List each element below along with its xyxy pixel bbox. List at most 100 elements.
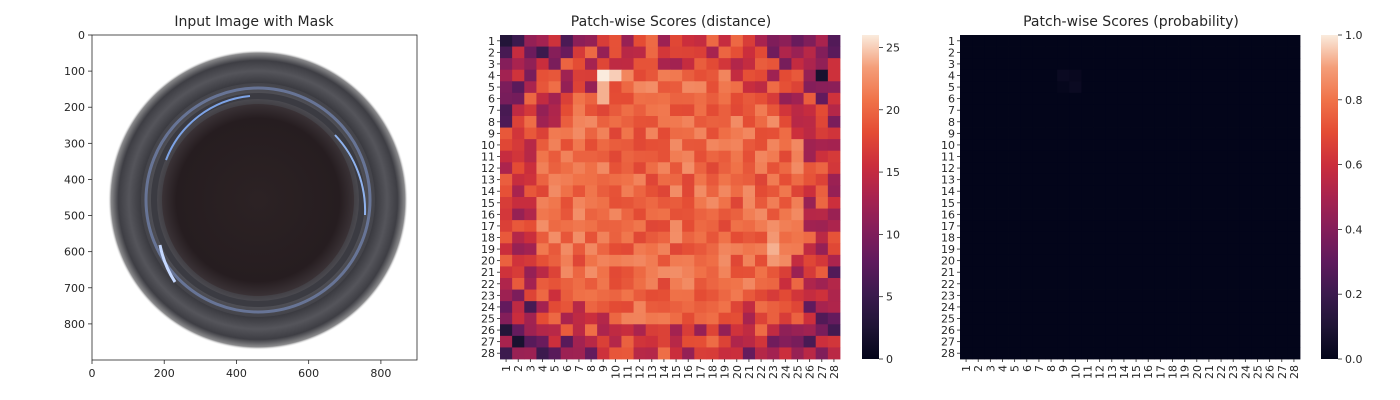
heatmap-cell bbox=[1093, 254, 1107, 267]
heatmap-cell bbox=[1190, 69, 1204, 82]
heatmap-cell bbox=[996, 278, 1009, 290]
heatmap-cell bbox=[609, 139, 622, 152]
heatmap-cell bbox=[706, 173, 719, 186]
heatmap-cell bbox=[1275, 347, 1289, 360]
heatmap-cell bbox=[706, 347, 719, 360]
heatmap-cell bbox=[597, 173, 610, 186]
heatmap-cell bbox=[803, 324, 817, 337]
heatmap-cell bbox=[1227, 81, 1240, 94]
heatmap-cell bbox=[1142, 231, 1155, 244]
heatmap-cell bbox=[585, 312, 598, 325]
heatmap-cell bbox=[585, 231, 598, 244]
heatmap-cell bbox=[1045, 324, 1058, 337]
heatmap-cell bbox=[633, 35, 647, 47]
heatmap-cell bbox=[1251, 197, 1264, 209]
heatmap-cell bbox=[1178, 92, 1192, 105]
heatmap-cell bbox=[1117, 324, 1131, 337]
heatmap-cell bbox=[1057, 231, 1070, 244]
heatmap-cell bbox=[1081, 92, 1094, 105]
heatmap-cell bbox=[1154, 197, 1167, 209]
heatmap-cell bbox=[1142, 116, 1155, 128]
heatmap-cell bbox=[803, 278, 817, 290]
heatmap-cell bbox=[1178, 197, 1192, 209]
heatmap-cell bbox=[706, 35, 719, 47]
heatmap-cell bbox=[1142, 173, 1155, 186]
heatmap-cell bbox=[597, 278, 610, 290]
heatmap-cell bbox=[512, 127, 525, 140]
heatmap-cell bbox=[779, 116, 792, 128]
heatmap-cell bbox=[1142, 35, 1155, 47]
heatmap-cell bbox=[1263, 58, 1277, 71]
heatmap-cell bbox=[1251, 139, 1264, 152]
heatmap-cell bbox=[742, 185, 756, 198]
heatmap-cell bbox=[996, 266, 1009, 279]
heatmap-cell bbox=[500, 220, 513, 233]
heatmap-cell bbox=[996, 243, 1009, 256]
heatmap-cell bbox=[512, 150, 525, 163]
heatmap-cell bbox=[1081, 150, 1094, 163]
heatmap-cell bbox=[1178, 289, 1192, 302]
heatmap-cell bbox=[1032, 231, 1046, 244]
heatmap-cell bbox=[972, 243, 985, 256]
y-tick-label: 19 bbox=[481, 243, 495, 256]
x-tick-label: 23 bbox=[767, 365, 780, 379]
heatmap-cell bbox=[500, 116, 513, 128]
heatmap-cell bbox=[1032, 254, 1046, 267]
heatmap-cell bbox=[803, 162, 817, 175]
heatmap-cell bbox=[791, 243, 804, 256]
heatmap-cell bbox=[779, 127, 792, 140]
heatmap-cell bbox=[1032, 162, 1046, 175]
heatmap-cell bbox=[572, 243, 586, 256]
heatmap-cell bbox=[512, 289, 525, 302]
heatmap-cell bbox=[512, 301, 525, 314]
heatmap-cell bbox=[706, 197, 719, 209]
heatmap-cell bbox=[718, 208, 732, 221]
x-tick-label: 16 bbox=[1142, 365, 1155, 379]
heatmap-cell bbox=[1166, 139, 1179, 152]
heatmap-cell bbox=[1190, 116, 1204, 128]
heatmap-cell bbox=[1105, 116, 1119, 128]
heatmap-cell bbox=[633, 173, 647, 186]
heatmap-cell bbox=[718, 69, 732, 82]
heatmap-cell bbox=[1093, 81, 1107, 94]
heatmap-cell bbox=[742, 254, 756, 267]
heatmap-cell bbox=[670, 301, 683, 314]
heatmap-cell bbox=[1202, 266, 1216, 279]
heatmap-cell bbox=[960, 150, 973, 163]
heatmap-cell bbox=[742, 127, 756, 140]
heatmap-cell bbox=[1057, 335, 1070, 348]
heatmap-cell bbox=[548, 289, 562, 302]
heatmap-cell bbox=[1275, 58, 1289, 71]
heatmap-cell bbox=[1057, 347, 1070, 360]
colorbar-tick-label: 0.6 bbox=[1345, 159, 1363, 172]
heatmap-cell bbox=[621, 104, 634, 117]
heatmap-cell bbox=[597, 312, 610, 325]
heatmap-cell bbox=[706, 278, 719, 290]
heatmap-cell bbox=[742, 278, 756, 290]
heatmap-cell bbox=[585, 139, 598, 152]
heatmap-cell bbox=[1069, 35, 1082, 47]
heatmap-cell bbox=[1130, 139, 1143, 152]
heatmap-cell bbox=[1202, 335, 1216, 348]
heatmap-cell bbox=[1130, 324, 1143, 337]
heatmap-cell bbox=[1227, 208, 1240, 221]
heatmap-cell bbox=[1190, 139, 1204, 152]
heatmap-cell bbox=[960, 104, 973, 117]
heatmap-cell bbox=[572, 312, 586, 325]
heatmap-cell bbox=[1045, 69, 1058, 82]
heatmap-cell bbox=[1227, 35, 1240, 47]
heatmap-cell bbox=[1008, 173, 1022, 186]
heatmap-cell bbox=[633, 324, 647, 337]
heatmap-cell bbox=[670, 127, 683, 140]
heatmap-cell bbox=[1190, 278, 1204, 290]
heatmap-cell bbox=[1227, 69, 1240, 82]
heatmap-cell bbox=[815, 208, 829, 221]
heatmap-cell bbox=[682, 58, 695, 71]
heatmap-cell bbox=[791, 278, 804, 290]
heatmap-cell bbox=[984, 208, 997, 221]
heatmap-cell bbox=[1093, 243, 1107, 256]
heatmap-cell bbox=[1263, 208, 1277, 221]
heatmap-cell bbox=[742, 324, 756, 337]
heatmap-cell bbox=[621, 139, 634, 152]
heatmap-cell bbox=[972, 150, 985, 163]
